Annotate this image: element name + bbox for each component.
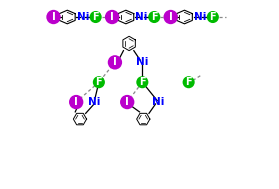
Circle shape — [120, 95, 134, 109]
Text: F: F — [185, 77, 192, 87]
Text: Ni: Ni — [77, 12, 89, 22]
Circle shape — [182, 76, 195, 88]
Text: I: I — [113, 57, 117, 67]
Circle shape — [148, 11, 160, 23]
Text: I: I — [125, 97, 129, 107]
Text: I: I — [74, 97, 78, 107]
Circle shape — [93, 76, 105, 88]
Circle shape — [46, 10, 61, 24]
Text: F: F — [92, 12, 99, 22]
Text: I: I — [110, 12, 114, 22]
Text: Ni: Ni — [152, 97, 165, 107]
Circle shape — [108, 55, 122, 70]
Text: Ni: Ni — [135, 12, 148, 22]
Text: F: F — [151, 12, 158, 22]
Text: Ni: Ni — [194, 12, 206, 22]
Text: Ni: Ni — [88, 97, 100, 107]
Text: I: I — [52, 12, 56, 22]
Circle shape — [163, 10, 178, 24]
Text: Ni: Ni — [136, 57, 148, 67]
Circle shape — [136, 76, 148, 88]
Circle shape — [69, 95, 83, 109]
Circle shape — [90, 11, 102, 23]
Text: F: F — [95, 77, 102, 87]
Circle shape — [207, 11, 219, 23]
Circle shape — [105, 10, 119, 24]
Text: I: I — [169, 12, 173, 22]
Text: F: F — [210, 12, 216, 22]
Text: F: F — [139, 77, 146, 87]
